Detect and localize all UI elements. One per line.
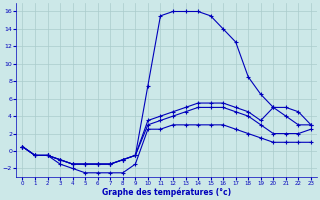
X-axis label: Graphe des températures (°c): Graphe des températures (°c) <box>102 188 231 197</box>
